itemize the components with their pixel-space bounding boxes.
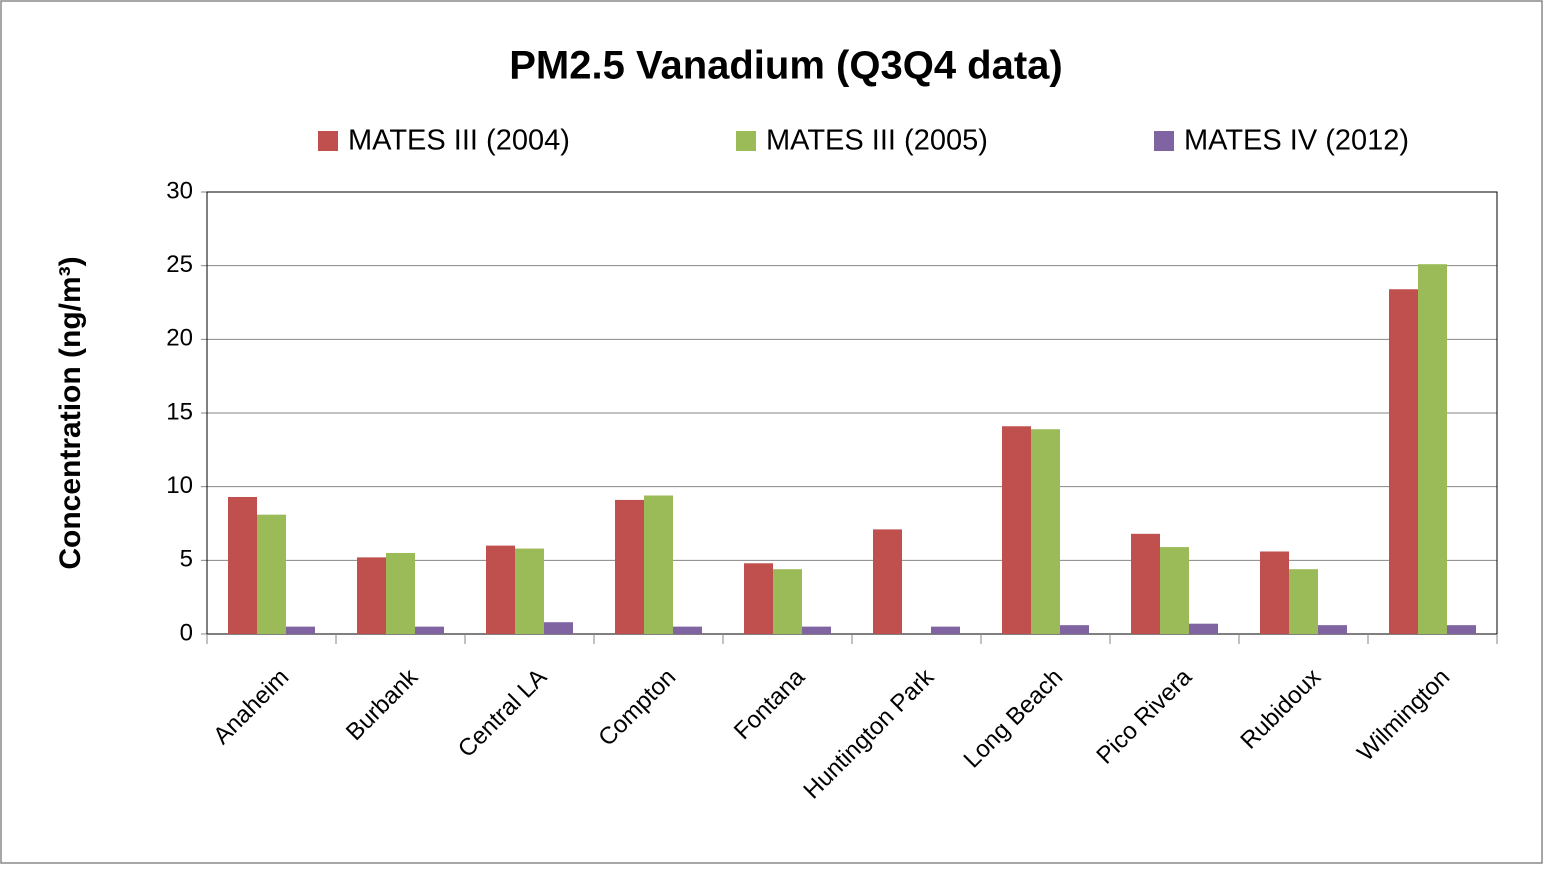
bar [515,548,544,634]
legend-swatch [1154,131,1174,151]
bar [1131,533,1160,634]
bar [644,495,673,634]
y-tick-label: 5 [180,546,193,573]
legend-label: MATES III (2005) [766,125,988,157]
bar [1002,426,1031,634]
bar [386,552,415,634]
bar [1289,569,1318,634]
bar [228,496,257,634]
chart-title: PM2.5 Vanadium (Q3Q4 data) [509,44,1063,88]
y-tick-label: 30 [166,177,193,204]
bar [1389,289,1418,634]
bar [486,545,515,634]
bar [415,626,444,634]
bar [615,499,644,634]
bar [802,626,831,634]
y-tick-label: 10 [166,472,193,499]
bar [744,563,773,634]
bar [544,622,573,634]
bar [1418,264,1447,634]
bar [1160,547,1189,634]
bar [257,514,286,634]
bar [1060,625,1089,634]
legend-label: MATES III (2004) [348,125,570,157]
bar [873,529,902,634]
y-axis-label: Concentration (ng/m³) [54,256,87,569]
bar [773,569,802,634]
bar [1318,625,1347,634]
y-tick-label: 20 [166,325,193,352]
bar [673,626,702,634]
y-tick-label: 25 [166,251,193,278]
legend-swatch [318,131,338,151]
y-tick-label: 0 [180,619,193,646]
y-tick-label: 15 [166,398,193,425]
bar [1189,623,1218,634]
bar [1447,625,1476,634]
bar [286,626,315,634]
bar [931,626,960,634]
legend-label: MATES IV (2012) [1184,125,1409,157]
bar [1260,551,1289,634]
legend-swatch [736,131,756,151]
bar [357,557,386,634]
bar [1031,429,1060,634]
